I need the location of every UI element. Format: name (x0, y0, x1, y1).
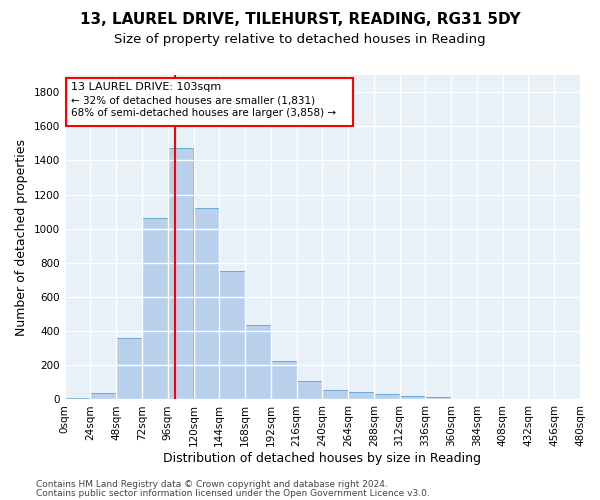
Bar (168, 148, 193, 400)
FancyBboxPatch shape (66, 78, 353, 126)
Bar (142, 218, 168, 400)
Bar (245, 325, 271, 400)
Bar (322, 390, 348, 400)
Bar (296, 380, 322, 400)
Bar (193, 208, 219, 400)
Bar (374, 394, 400, 400)
Text: 13, LAUREL DRIVE, TILEHURST, READING, RG31 5DY: 13, LAUREL DRIVE, TILEHURST, READING, RG… (80, 12, 520, 28)
Bar (348, 392, 374, 400)
Bar (425, 397, 451, 400)
Bar (219, 272, 245, 400)
Text: Size of property relative to detached houses in Reading: Size of property relative to detached ho… (114, 32, 486, 46)
Bar (116, 338, 142, 400)
Text: Contains public sector information licensed under the Open Government Licence v3: Contains public sector information licen… (36, 490, 430, 498)
Bar (400, 396, 425, 400)
Text: 68% of semi-detached houses are larger (3,858) →: 68% of semi-detached houses are larger (… (71, 108, 336, 118)
Bar (65, 398, 91, 400)
Y-axis label: Number of detached properties: Number of detached properties (15, 138, 28, 336)
Text: ← 32% of detached houses are smaller (1,831): ← 32% of detached houses are smaller (1,… (71, 95, 315, 105)
Text: 13 LAUREL DRIVE: 103sqm: 13 LAUREL DRIVE: 103sqm (71, 82, 221, 92)
X-axis label: Distribution of detached houses by size in Reading: Distribution of detached houses by size … (163, 452, 481, 465)
Bar (91, 394, 116, 400)
Text: Contains HM Land Registry data © Crown copyright and database right 2024.: Contains HM Land Registry data © Crown c… (36, 480, 388, 489)
Bar (271, 361, 296, 400)
